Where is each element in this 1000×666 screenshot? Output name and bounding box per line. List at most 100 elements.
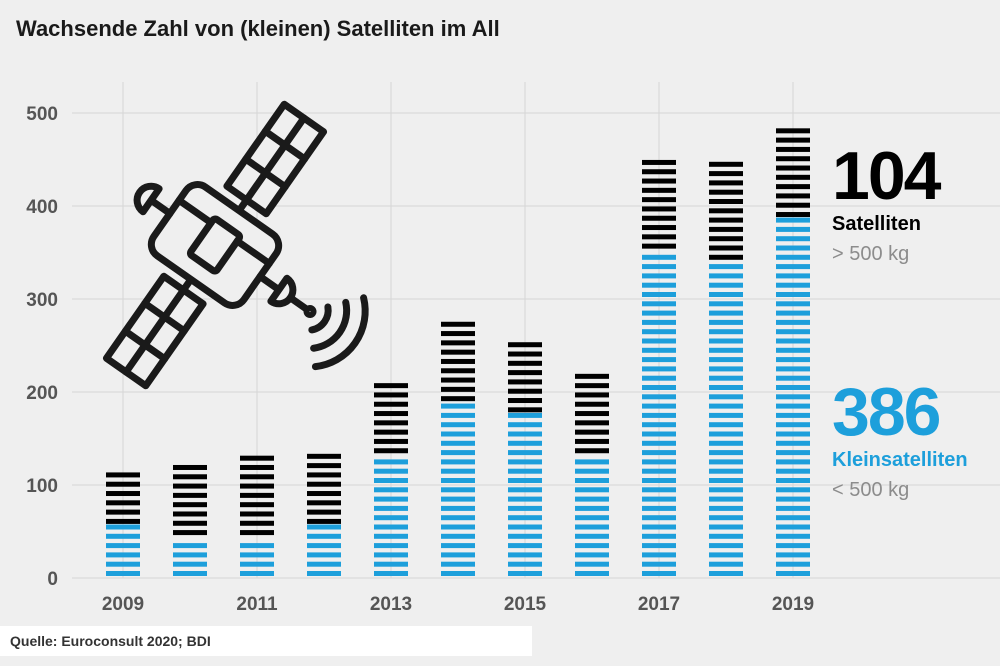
bar-2014 bbox=[441, 321, 475, 576]
bar-stripe bbox=[106, 491, 140, 497]
bar-stripe bbox=[776, 468, 810, 474]
bar-stripe bbox=[776, 533, 810, 539]
bar-stripe bbox=[776, 273, 810, 279]
bar-stripe bbox=[709, 208, 743, 214]
bar-stripe bbox=[709, 431, 743, 437]
bar-stripe bbox=[374, 411, 408, 417]
bar-segment bbox=[374, 383, 408, 454]
bar-stripe bbox=[441, 331, 475, 337]
bar-stripe bbox=[642, 496, 676, 502]
bar-stripe bbox=[776, 226, 810, 232]
bar-stripe bbox=[642, 431, 676, 437]
bar-stripe bbox=[307, 453, 341, 459]
y-tick-label: 400 bbox=[26, 197, 58, 218]
bar-stripe bbox=[441, 515, 475, 521]
bar-stripe bbox=[575, 552, 609, 558]
bar-stripe bbox=[642, 206, 676, 212]
bar-stripe bbox=[709, 571, 743, 576]
bar-stripe bbox=[307, 518, 341, 524]
bar-segment bbox=[508, 412, 542, 576]
bar-stripe bbox=[642, 571, 676, 576]
x-tick-label: 2015 bbox=[504, 594, 547, 615]
bar-stripe bbox=[776, 524, 810, 530]
bar-stripe bbox=[642, 524, 676, 530]
bar-2009 bbox=[106, 472, 140, 576]
bar-stripe bbox=[173, 561, 207, 567]
bar-stripe bbox=[508, 478, 542, 483]
bar-stripe bbox=[575, 448, 609, 454]
bar-stripe bbox=[575, 459, 609, 465]
bar-stripe bbox=[508, 379, 542, 385]
bar-stripe bbox=[709, 459, 743, 465]
bar-stripe bbox=[642, 319, 676, 325]
bar-stripe bbox=[776, 329, 810, 335]
bar-stripe bbox=[709, 375, 743, 381]
bar-stripe bbox=[106, 518, 140, 524]
bar-stripe bbox=[307, 472, 341, 478]
bar-stripe bbox=[441, 396, 475, 402]
bar-stripe bbox=[709, 366, 743, 372]
bar-stripe bbox=[776, 184, 810, 190]
bar-stripe bbox=[642, 505, 676, 511]
bar-stripe bbox=[173, 571, 207, 576]
bar-2017 bbox=[642, 159, 676, 576]
callout-large-label: Satelliten bbox=[832, 213, 921, 235]
chart-area: 0 100 200 300 400 500 2009 2011 2013 2015 2017 2019 bbox=[26, 82, 1000, 615]
bar-stripe bbox=[374, 468, 408, 474]
bar-stripe bbox=[508, 533, 542, 539]
bar-stripe bbox=[776, 561, 810, 567]
bar-stripe bbox=[575, 524, 609, 530]
bar-stripe bbox=[776, 146, 810, 152]
bar-2012 bbox=[307, 453, 341, 576]
bar-stripe bbox=[441, 487, 475, 493]
bar-stripe bbox=[441, 571, 475, 576]
bar-stripe bbox=[642, 385, 676, 390]
bar-stripe bbox=[106, 561, 140, 567]
bar-stripe bbox=[642, 178, 676, 184]
bar-stripe bbox=[508, 468, 542, 474]
y-tick-label: 200 bbox=[26, 383, 58, 404]
bar-stripe bbox=[240, 520, 274, 526]
bar-segment bbox=[240, 455, 274, 536]
bar-stripe bbox=[240, 511, 274, 517]
bar-stripe bbox=[776, 193, 810, 199]
bar-2015 bbox=[508, 342, 542, 576]
bar-stripe bbox=[240, 502, 274, 508]
bar-stripe bbox=[374, 448, 408, 454]
bar-stripe bbox=[441, 368, 475, 374]
bar-stripe bbox=[642, 215, 676, 221]
bar-2019 bbox=[776, 128, 810, 576]
bar-stripe bbox=[173, 552, 207, 558]
bar-stripe bbox=[508, 360, 542, 366]
bar-stripe bbox=[642, 468, 676, 474]
bar-stripe bbox=[776, 412, 810, 418]
bar-stripe bbox=[508, 543, 542, 549]
bar-stripe bbox=[508, 571, 542, 576]
bar-stripe bbox=[642, 310, 676, 316]
bar-stripe bbox=[642, 197, 676, 203]
bar-stripe bbox=[307, 533, 341, 539]
bar-stripe bbox=[508, 561, 542, 567]
bar-stripe bbox=[575, 478, 609, 483]
bar-stripe bbox=[173, 520, 207, 526]
bar-stripe bbox=[776, 338, 810, 344]
bar-stripe bbox=[307, 491, 341, 497]
bar-stripe bbox=[575, 505, 609, 511]
bar-stripe bbox=[240, 571, 274, 576]
bar-stripe bbox=[709, 264, 743, 270]
bar-stripe bbox=[709, 292, 743, 297]
bar-stripe bbox=[709, 347, 743, 353]
bar-segment bbox=[173, 464, 207, 536]
bar-stripe bbox=[642, 264, 676, 270]
bar-stripe bbox=[441, 450, 475, 456]
bar-stripe bbox=[776, 571, 810, 576]
bar-stripe bbox=[642, 515, 676, 521]
bar-stripe bbox=[776, 254, 810, 260]
bar-stripe bbox=[709, 524, 743, 530]
bar-stripe bbox=[441, 340, 475, 346]
bar-stripe bbox=[709, 301, 743, 307]
bar-stripe bbox=[642, 187, 676, 193]
bar-stripe bbox=[240, 543, 274, 549]
bar-stripe bbox=[642, 412, 676, 418]
bar-stripe bbox=[642, 282, 676, 288]
